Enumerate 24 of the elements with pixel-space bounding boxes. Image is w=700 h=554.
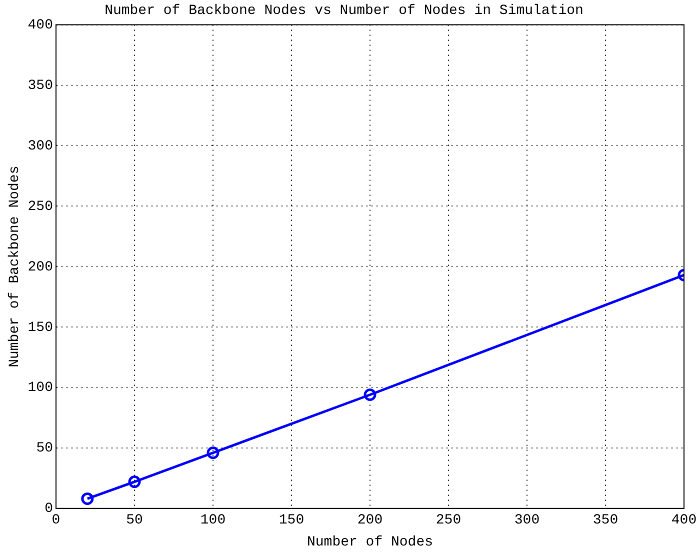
point [128,476,141,488]
x-tick-label: 250 [436,512,462,529]
y-tick-label: 200 [28,259,54,276]
x-axis-title: Number of Nodes [306,534,434,550]
x-tick-label: 150 [278,512,304,529]
x-tick-label: 300 [514,512,540,529]
y-axis-title: Number of Backbone Nodes [7,166,24,368]
point [364,388,376,402]
y-tick-label: 150 [28,320,54,336]
x-tick-label: 100 [200,512,226,529]
y-tick-label: 0 [44,501,54,518]
point [81,492,94,505]
y-tick-label: 50 [36,440,54,457]
x-tick-label: 50 [126,512,143,529]
point [206,446,220,460]
y-tick-label: 250 [28,198,54,215]
x-tick-label: 400 [671,512,697,529]
y-tick-label: 400 [28,18,54,34]
y-tick-label: 300 [28,138,54,154]
chart-title: Number of Backbone Nodes vs Number of Nodes in Simulation [104,3,584,20]
y-tick-label: 350 [28,78,54,94]
y-tick-label: 100 [28,380,54,396]
x-tick-label: 350 [592,512,618,529]
x-tick-label: 200 [357,512,383,529]
